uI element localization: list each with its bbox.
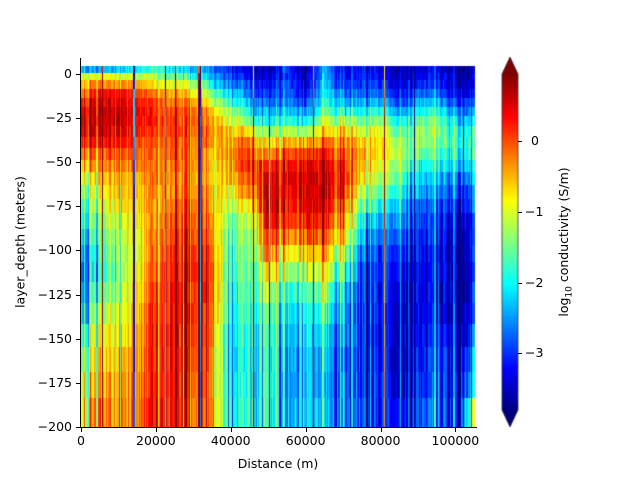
y-tick-mark — [76, 250, 80, 252]
y-tick-mark — [76, 118, 80, 120]
colorbar-tick-label: −2 — [525, 274, 544, 290]
y-tick-mark — [76, 294, 80, 296]
y-tick-mark — [76, 162, 80, 164]
y-tick-label: −200 — [37, 419, 72, 434]
x-tick-mark — [380, 428, 382, 432]
x-tick-mark — [230, 428, 232, 432]
x-tick-label: 20000 — [135, 433, 176, 448]
colorbar-tick-mark — [518, 282, 522, 284]
bottom-spine — [80, 427, 477, 428]
colorbar-tick-mark — [518, 211, 522, 213]
x-tick-label: 80000 — [360, 433, 401, 448]
colorbar-label-log: log — [555, 297, 571, 317]
left-spine — [80, 58, 81, 428]
colorbar-tick-label: 0 — [531, 133, 539, 149]
y-tick-label: 0 — [64, 65, 72, 81]
x-tick-label: 60000 — [285, 433, 326, 448]
x-axis-label: Distance (m) — [237, 456, 319, 471]
y-tick-label: −175 — [37, 374, 72, 390]
y-tick-label: −25 — [45, 110, 72, 126]
colorbar — [500, 55, 522, 430]
y-axis-label: layer_depth (meters) — [12, 176, 28, 308]
x-tick-mark — [455, 428, 457, 432]
y-tick-label: −125 — [37, 286, 72, 302]
colorbar-label-subscript: 10 — [564, 286, 575, 298]
y-tick-label: −150 — [37, 330, 72, 346]
x-tick-mark — [155, 428, 157, 432]
y-tick-label: −50 — [45, 154, 72, 170]
colorbar-label: log10 conductivity (S/m) — [556, 167, 575, 316]
y-tick-label: −100 — [37, 242, 72, 258]
x-tick-mark — [81, 428, 82, 432]
colorbar-tick-label: −1 — [525, 203, 544, 219]
colorbar-tick-mark — [518, 353, 522, 355]
colorbar-label-units: conductivity (S/m) — [555, 167, 571, 287]
x-tick-label: 40000 — [210, 433, 251, 448]
y-tick-mark — [76, 206, 80, 208]
x-tick-label: 0 — [77, 433, 85, 448]
x-tick-label: 100000 — [431, 433, 480, 448]
colorbar-tick-label: −3 — [525, 345, 544, 361]
x-tick-mark — [305, 428, 307, 432]
y-tick-mark — [76, 427, 80, 428]
y-tick-label: −75 — [45, 198, 72, 214]
y-tick-mark — [76, 382, 80, 384]
y-tick-mark — [76, 73, 80, 75]
y-tick-mark — [76, 338, 80, 340]
heatmap-plot-area — [81, 58, 477, 428]
colorbar-tick-mark — [518, 141, 522, 143]
